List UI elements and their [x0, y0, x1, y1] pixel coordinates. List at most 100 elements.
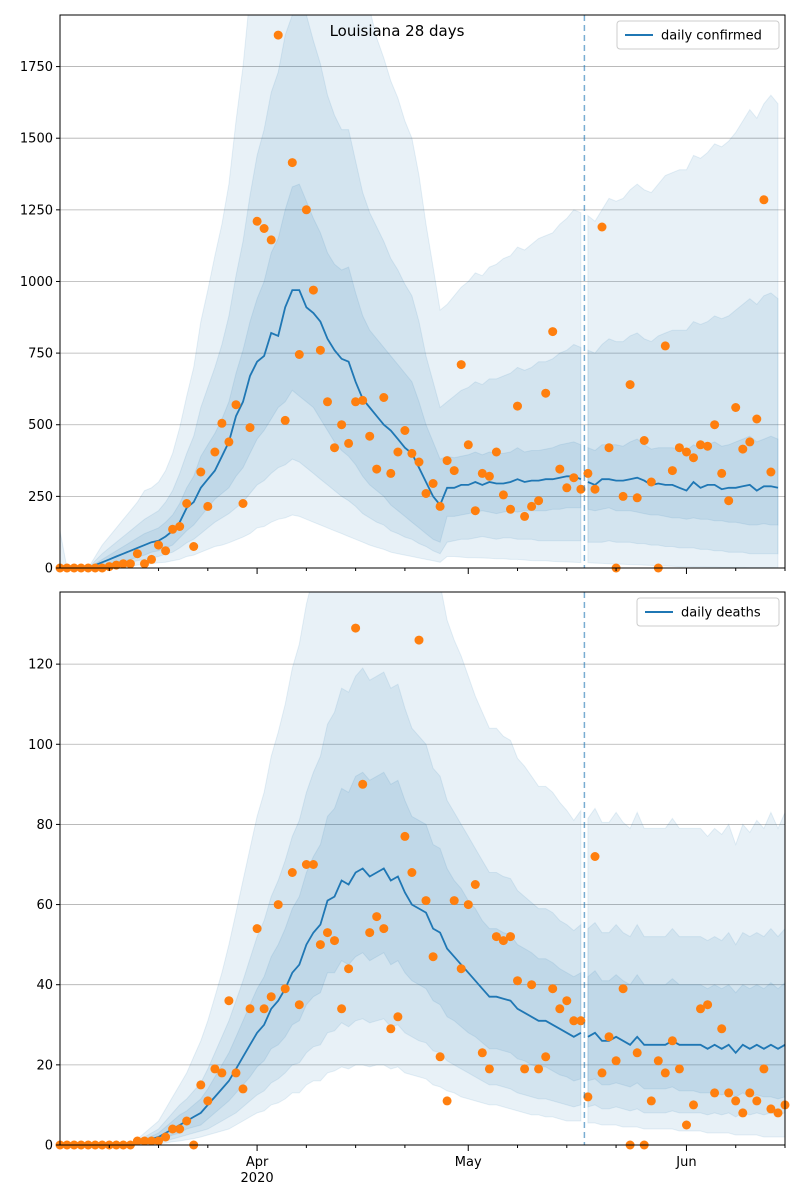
- confirmed-observed-point: [674, 443, 684, 453]
- y-tick-label: 0: [45, 562, 53, 577]
- confirmed-observed-point: [463, 440, 473, 450]
- y-tick-label: 40: [36, 978, 53, 993]
- deaths-observed-point: [717, 1024, 727, 1034]
- confirmed-observed-point: [393, 447, 403, 457]
- confirmed-observed-point: [323, 397, 332, 407]
- deaths-observed-point: [597, 1068, 607, 1078]
- deaths-observed-point: [745, 1088, 755, 1098]
- deaths-observed-point: [555, 1004, 565, 1014]
- confirmed-observed-point: [308, 285, 318, 295]
- deaths-observed-point: [379, 924, 389, 934]
- confirmed-observed-point: [484, 471, 494, 481]
- chart-title: Louisiana 28 days: [330, 22, 465, 40]
- deaths-observed-point: [323, 928, 332, 938]
- deaths-observed-point: [421, 896, 431, 906]
- deaths-observed-point: [175, 1124, 185, 1134]
- confirmed-observed-point: [618, 491, 628, 501]
- deaths-observed-point: [252, 924, 262, 934]
- deaths-observed-point: [442, 1096, 452, 1106]
- x-tick-label: Apr: [246, 1155, 269, 1170]
- deaths-observed-point: [674, 1064, 684, 1074]
- confirmed-observed-point: [513, 401, 522, 411]
- confirmed-observed-point: [238, 499, 248, 508]
- confirmed-observed-point: [147, 554, 156, 564]
- legend-label: daily confirmed: [661, 29, 762, 44]
- deaths-observed-point: [287, 868, 297, 877]
- confirmed-observed-point: [555, 464, 565, 474]
- confirmed-observed-point: [407, 448, 417, 458]
- deaths-observed-point: [400, 831, 410, 841]
- deaths-observed-point: [245, 1004, 255, 1014]
- deaths-observed-point: [682, 1120, 691, 1130]
- confirmed-observed-point: [175, 522, 185, 531]
- deaths-observed-point: [590, 852, 600, 861]
- y-tick-label: 60: [36, 898, 53, 913]
- deaths-observed-point: [407, 868, 417, 877]
- confirmed-observed-point: [358, 395, 368, 405]
- confirmed-observed-point: [266, 235, 276, 245]
- x-tick-label: Jun: [675, 1155, 696, 1170]
- deaths-observed-point: [280, 984, 290, 994]
- y-tick-label: 100: [28, 738, 53, 753]
- confirmed-observed-point: [498, 490, 508, 500]
- confirmed-observed-point: [132, 549, 142, 559]
- confirmed-observed-point: [379, 393, 389, 402]
- confirmed-observed-point: [442, 456, 452, 466]
- deaths-observed-point: [315, 940, 325, 950]
- deaths-observed-point: [562, 996, 572, 1006]
- confirmed-observed-point: [569, 473, 579, 483]
- deaths-observed-point: [308, 860, 318, 869]
- confirmed-observed-point: [520, 511, 530, 521]
- confirmed-model-line-seg0: [60, 289, 582, 568]
- deaths-observed-point: [569, 1016, 579, 1026]
- y-tick-label: 1000: [20, 275, 53, 290]
- deaths-observed-point: [773, 1108, 783, 1118]
- deaths-observed-point: [506, 932, 515, 942]
- deaths-observed-point: [161, 1132, 171, 1142]
- deaths-observed-point: [203, 1096, 213, 1106]
- confirmed-observed-point: [625, 380, 635, 390]
- confirmed-observed-point: [766, 467, 776, 477]
- confirmed-observed-point: [534, 496, 544, 506]
- deaths-observed-point: [463, 900, 473, 910]
- deaths-band-inner-seg1: [587, 969, 785, 1100]
- legend-box: [636, 597, 780, 627]
- confirmed-observed-point: [161, 546, 171, 556]
- confirmed-observed-point: [189, 542, 199, 551]
- y-tick-label: 1250: [20, 203, 53, 218]
- deaths-observed-point: [414, 635, 424, 645]
- y-tick-label: 20: [36, 1058, 53, 1073]
- deaths-observed-point: [689, 1100, 698, 1110]
- deaths-observed-point: [147, 1136, 156, 1146]
- deaths-observed-point: [766, 1104, 776, 1114]
- legend: daily deaths: [636, 597, 780, 627]
- confirmed-observed-point: [639, 436, 649, 445]
- confirmed-observed-point: [541, 388, 551, 398]
- confirmed-observed-point: [118, 559, 128, 569]
- deaths-observed-point: [527, 980, 537, 990]
- axes-frame: [59, 591, 786, 1146]
- confirmed-observed-point: [217, 418, 227, 428]
- confirmed-observed-point: [689, 453, 698, 463]
- deaths-band-inner-seg0: [60, 771, 582, 1145]
- axes-frame: [59, 14, 786, 569]
- confirmed-observed-point: [400, 426, 410, 435]
- deaths-observed-point: [456, 964, 466, 974]
- deaths-observed-point: [217, 1068, 227, 1078]
- deaths-observed-point: [513, 976, 522, 986]
- deaths-observed-point: [520, 1064, 530, 1074]
- deaths-observed-point: [632, 1048, 642, 1058]
- deaths-observed-point: [477, 1048, 487, 1058]
- deaths-observed-point: [660, 1068, 670, 1078]
- y-tick-label: 120: [28, 658, 53, 673]
- confirmed-observed-point: [646, 477, 656, 487]
- confirmed-observed-point: [301, 205, 311, 215]
- deaths-band-mid-seg1: [587, 921, 785, 1118]
- confirmed-observed-point: [717, 468, 727, 478]
- confirmed-observed-point: [428, 479, 438, 488]
- confirmed-observed-point: [182, 499, 192, 508]
- plot-area: [60, 15, 779, 568]
- deaths-observed-point: [428, 952, 438, 962]
- confirmed-observed-point: [477, 468, 487, 478]
